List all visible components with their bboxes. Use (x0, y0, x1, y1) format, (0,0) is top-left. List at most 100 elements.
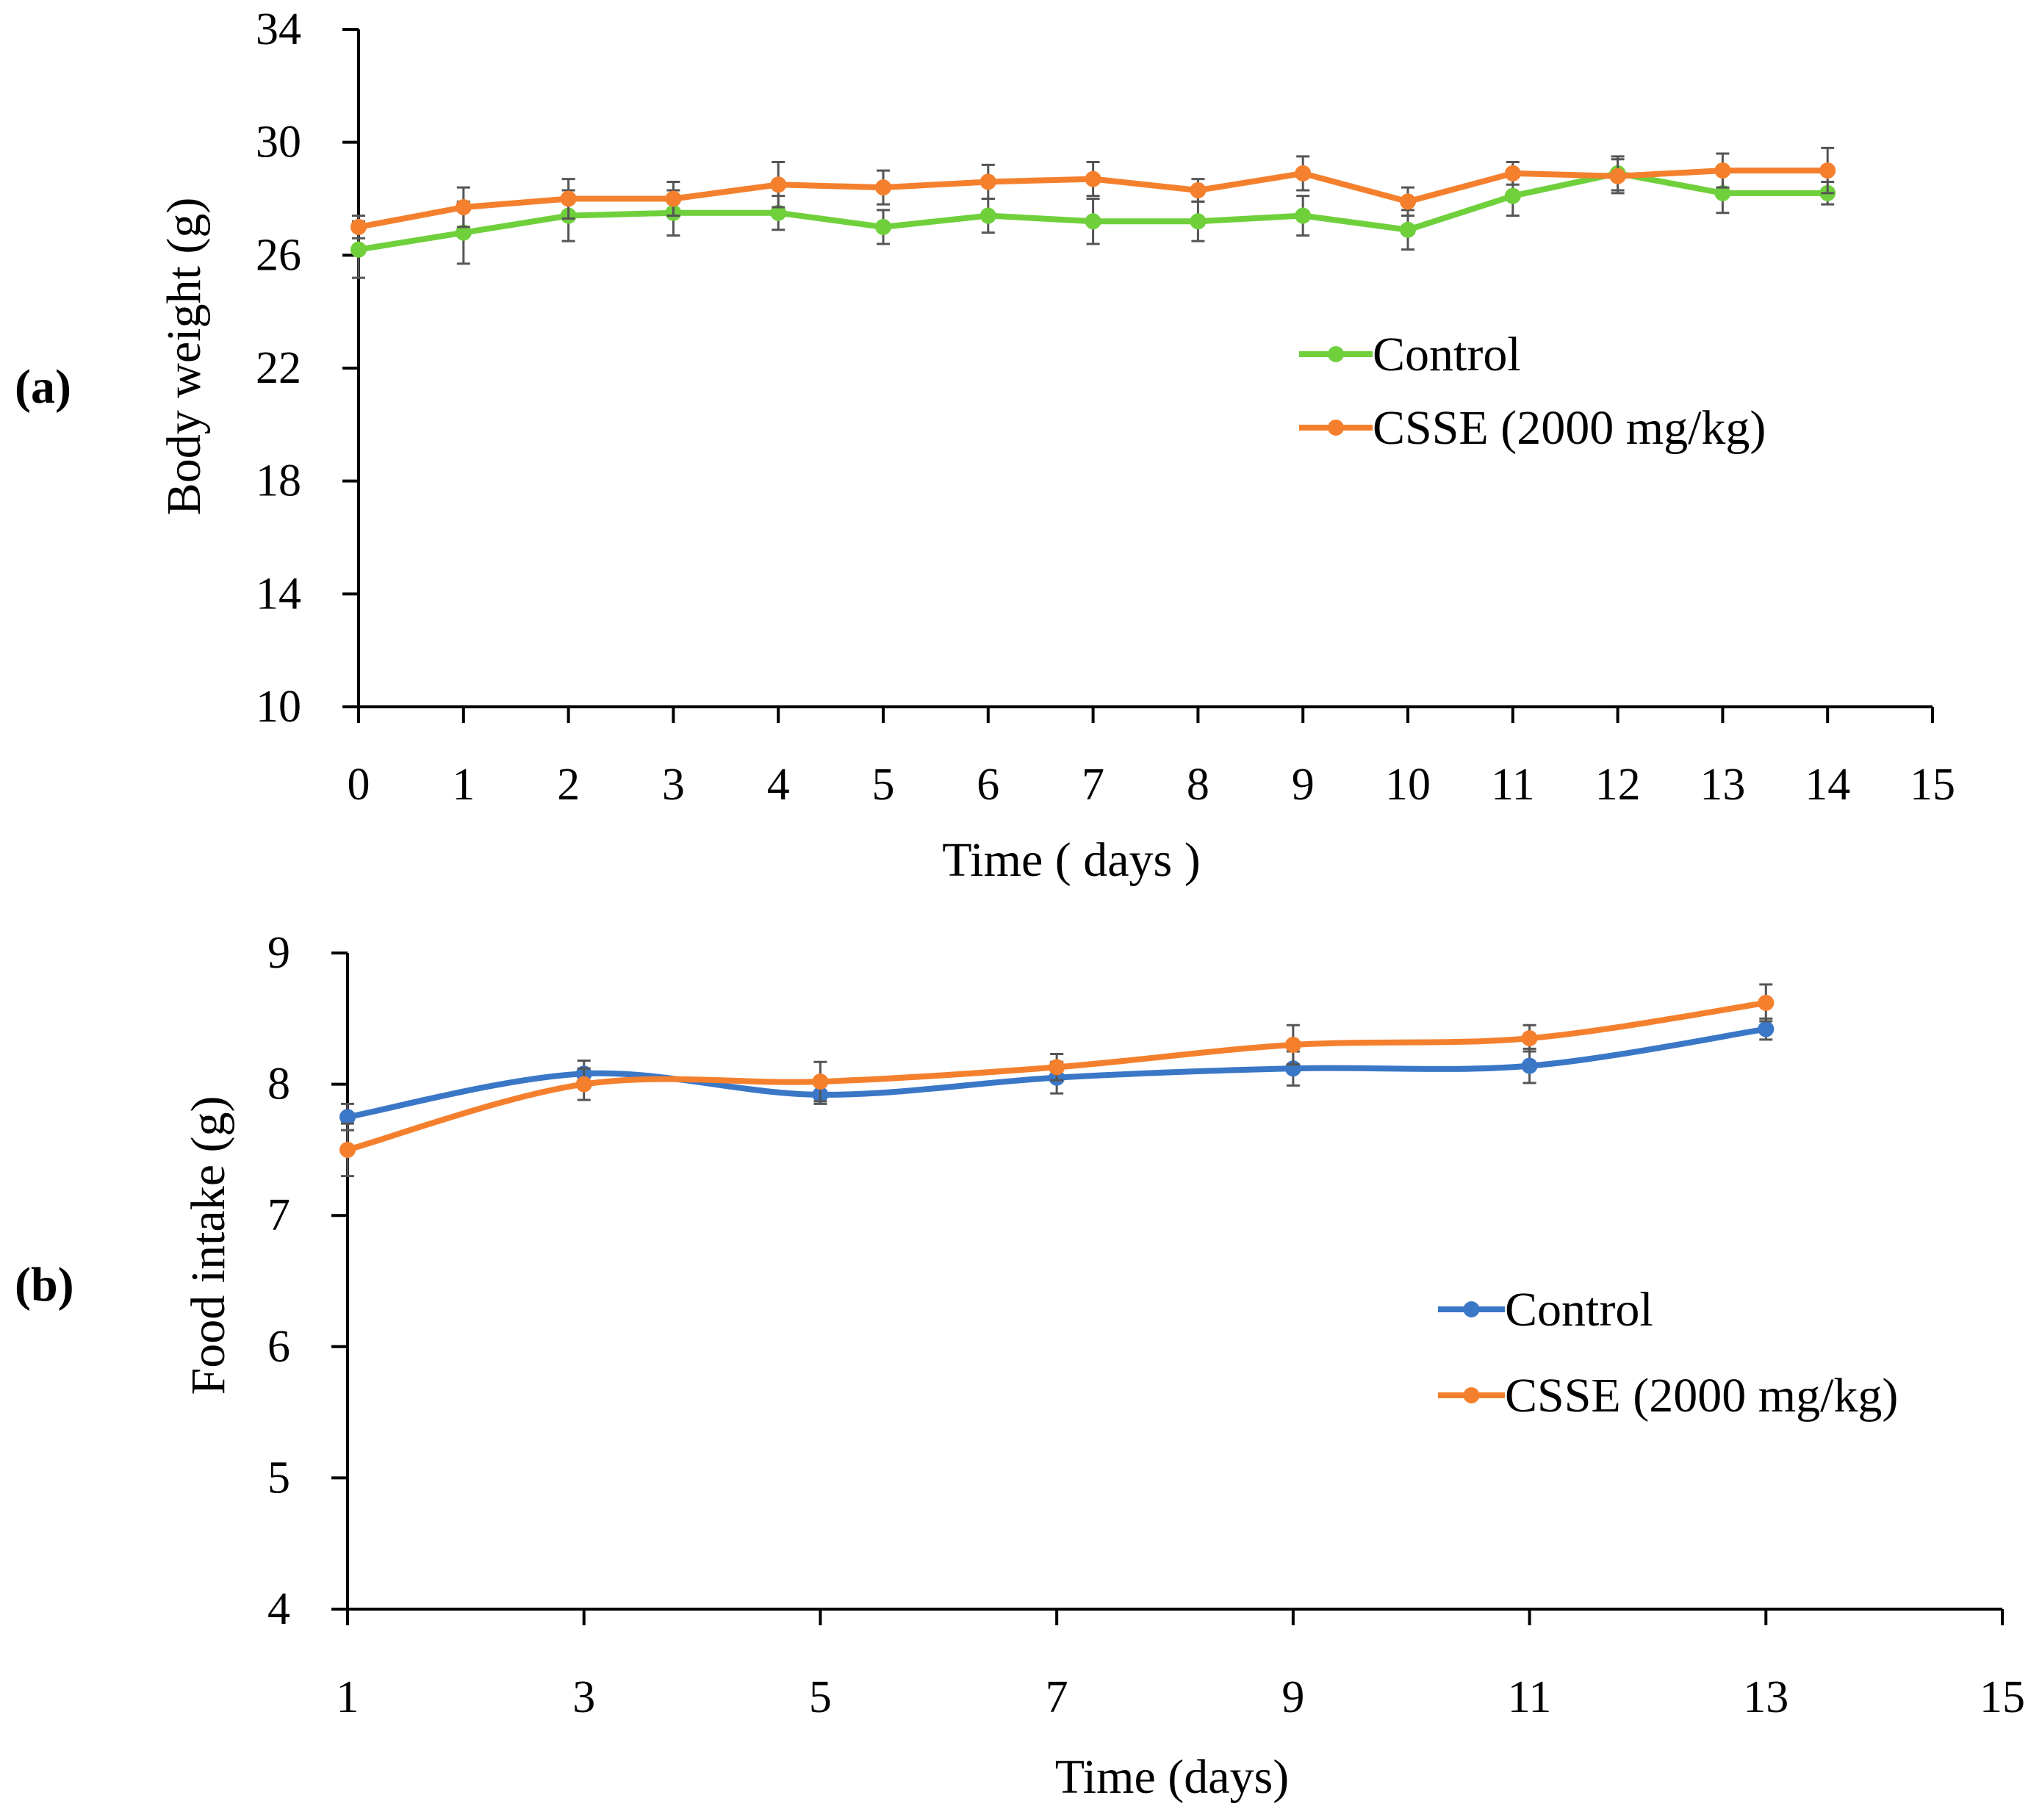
legend-swatch-marker (1328, 346, 1344, 362)
legend-item-control: Control (1299, 328, 1521, 381)
data-point (1521, 1030, 1538, 1047)
y-tick-label: 7 (267, 1190, 290, 1240)
data-point (1400, 221, 1416, 238)
data-point (1758, 1021, 1775, 1037)
legend-swatch-marker (1463, 1301, 1480, 1317)
legend-swatch-marker (1328, 420, 1344, 436)
x-tick-label: 9 (1281, 1672, 1304, 1722)
x-tick-label: 5 (872, 760, 895, 810)
data-point (339, 1141, 356, 1158)
x-tick-label: 9 (1292, 760, 1315, 810)
x-tick-label: 13 (1700, 760, 1745, 810)
data-point (1504, 187, 1521, 204)
y-tick-label: 26 (256, 230, 301, 280)
panel-label-a: (a) (15, 360, 71, 414)
data-point (1609, 168, 1626, 184)
x-axis-title-b: Time (days) (1055, 1750, 1289, 1804)
x-tick-label: 8 (1187, 760, 1209, 810)
data-point (1714, 162, 1731, 179)
x-tick-label: 12 (1595, 760, 1641, 810)
data-point (1521, 1057, 1538, 1074)
data-point (1049, 1059, 1065, 1076)
data-point (979, 173, 996, 190)
legend-label: Control (1373, 328, 1521, 381)
panel-label-b: (b) (15, 1258, 74, 1312)
y-tick-label: 10 (256, 682, 301, 732)
legend-item-csse: CSSE (2000 mg/kg) (1438, 1369, 1898, 1422)
x-tick-label: 7 (1046, 1672, 1068, 1722)
data-point (1190, 181, 1207, 198)
data-point (875, 218, 891, 235)
data-point (339, 1109, 356, 1126)
legend-b: Control CSSE (2000 mg/kg) (1438, 1283, 1898, 1422)
data-point (560, 190, 577, 207)
y-tick-label: 9 (267, 928, 290, 978)
x-tick-label: 5 (809, 1672, 832, 1722)
x-axis-title-a: Time ( days ) (942, 833, 1200, 887)
y-tick-label: 4 (267, 1584, 290, 1634)
x-tick-label: 7 (1082, 760, 1104, 810)
data-point (1190, 213, 1207, 230)
series-b-csse (339, 983, 1775, 1178)
data-point (875, 179, 891, 196)
x-tick-label: 13 (1743, 1672, 1788, 1722)
data-point (1758, 994, 1775, 1011)
legend-label: Control (1505, 1283, 1653, 1337)
x-tick-label: 15 (1910, 760, 1955, 810)
y-tick-label: 30 (256, 118, 301, 168)
data-point (1400, 193, 1416, 210)
x-tick-label: 15 (1980, 1672, 2025, 1722)
data-point (1504, 165, 1521, 181)
data-point (812, 1073, 829, 1090)
x-tick-label: 6 (977, 760, 999, 810)
data-point (770, 204, 787, 221)
data-point (1284, 1037, 1301, 1054)
data-point (1295, 207, 1312, 224)
x-tick-label: 3 (662, 760, 685, 810)
data-point (350, 218, 367, 235)
x-tick-label: 4 (767, 760, 790, 810)
legend-item-control: Control (1438, 1283, 1653, 1337)
data-point (979, 207, 996, 224)
data-point (1819, 162, 1836, 179)
x-tick-label: 11 (1491, 760, 1535, 810)
data-point (1295, 165, 1312, 181)
legend-label: CSSE (2000 mg/kg) (1505, 1369, 1898, 1422)
x-tick-label: 0 (348, 760, 370, 810)
x-tick-label: 3 (572, 1672, 595, 1722)
y-tick-label: 18 (256, 456, 301, 506)
x-tick-label: 1 (452, 760, 475, 810)
x-tick-label: 14 (1805, 760, 1850, 810)
legend-label: CSSE (2000 mg/kg) (1373, 401, 1766, 455)
legend-swatch-marker (1463, 1387, 1480, 1403)
data-point (1714, 184, 1731, 201)
y-tick-label: 34 (256, 4, 301, 54)
x-tick-label: 11 (1508, 1672, 1552, 1722)
data-point (770, 176, 787, 193)
x-tick-label: 10 (1385, 760, 1431, 810)
data-point (665, 190, 682, 207)
data-point (455, 224, 472, 241)
data-point (350, 241, 367, 258)
x-tick-label: 1 (337, 1672, 359, 1722)
x-tick-label: 2 (557, 760, 580, 810)
series-layer-a (350, 146, 1836, 279)
legend-item-csse: CSSE (2000 mg/kg) (1299, 401, 1766, 455)
y-axis-title-b: Food intake (g) (181, 1096, 235, 1395)
y-tick-label: 14 (256, 569, 301, 619)
y-tick-label: 8 (267, 1060, 290, 1109)
legend-a: Control CSSE (2000 mg/kg) (1299, 328, 1766, 455)
data-point (1085, 213, 1101, 230)
series-layer-b (339, 983, 1775, 1178)
y-tick-label: 22 (256, 343, 301, 393)
data-point (575, 1076, 592, 1093)
y-axis-title-a: Body weight (g) (157, 198, 211, 516)
data-point (1085, 170, 1101, 187)
y-tick-label: 6 (267, 1322, 290, 1372)
y-tick-label: 5 (267, 1453, 290, 1503)
